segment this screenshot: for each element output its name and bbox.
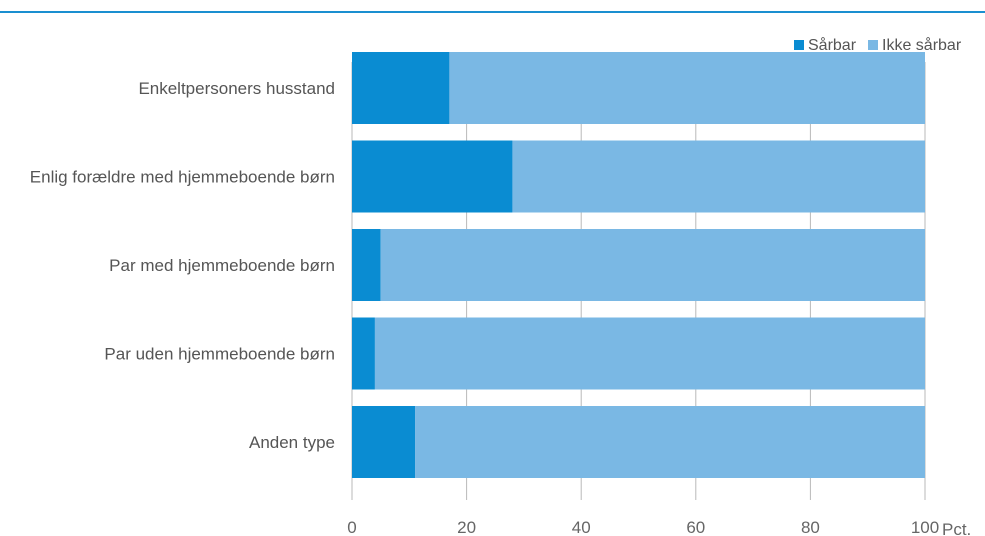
x-tick-40: 40: [572, 518, 591, 536]
category-label-par-med-hjemmeboende-born: Par med hjemmeboende børn: [109, 256, 335, 275]
category-label-par-uden-hjemmeboende-born: Par uden hjemmeboende børn: [104, 345, 335, 364]
bar-ikke-sarbar-anden-type: [415, 406, 925, 478]
legend-swatch-ikke-sarbar: [868, 40, 878, 50]
bar-ikke-sarbar-enlig-foraeldre-med-hjemmeboende-born: [512, 140, 925, 213]
category-label-enkeltpersoners-husstand: Enkeltpersoners husstand: [138, 79, 335, 98]
bar-ikke-sarbar-par-uden-hjemmeboende-born: [374, 317, 925, 390]
category-label-anden-type: Anden type: [249, 433, 335, 452]
x-tick-60: 60: [686, 518, 705, 536]
x-tick-0: 0: [347, 518, 356, 536]
legend-label-ikke-sarbar: Ikke sårbar: [882, 36, 962, 54]
legend-label-sarbar: Sårbar: [808, 36, 857, 54]
x-tick-100: 100: [911, 518, 939, 536]
bar-sarbar-par-uden-hjemmeboende-born: [352, 317, 375, 390]
legend-swatch-sarbar: [794, 40, 804, 50]
category-label-enlig-foraeldre-med-hjemmeboende-born: Enlig forældre med hjemmeboende børn: [30, 168, 335, 187]
x-tick-80: 80: [801, 518, 820, 536]
bar-ikke-sarbar-enkeltpersoners-husstand: [449, 52, 925, 124]
x-unit-label: Pct.: [942, 520, 971, 536]
bars: [352, 52, 925, 478]
bar-sarbar-par-med-hjemmeboende-born: [352, 229, 381, 301]
bar-sarbar-enkeltpersoners-husstand: [352, 52, 450, 124]
top-rule: [0, 11, 985, 13]
x-tick-20: 20: [457, 518, 476, 536]
legend: Sårbar Ikke sårbar: [794, 36, 962, 54]
bar-sarbar-anden-type: [352, 406, 416, 478]
bar-ikke-sarbar-par-med-hjemmeboende-born: [380, 229, 925, 301]
bar-sarbar-enlig-foraeldre-med-hjemmeboende-born: [352, 140, 513, 213]
x-tick-labels: 0 20 40 60 80 100: [347, 518, 939, 536]
category-labels: Enkeltpersoners husstand Enlig forældre m…: [30, 79, 335, 452]
